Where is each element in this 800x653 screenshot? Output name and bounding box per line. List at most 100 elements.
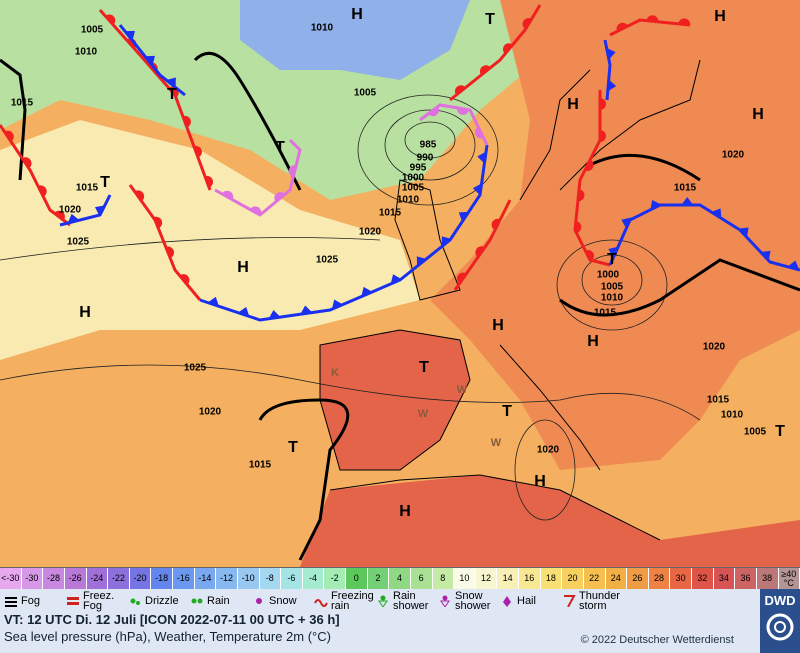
isobar-label: 1005	[601, 282, 624, 293]
pressure-center: T	[275, 139, 285, 156]
legend-icon	[67, 596, 79, 605]
cold-front-symbol	[361, 286, 373, 297]
warm-front-symbol	[38, 185, 47, 197]
occlusion-symbol	[249, 206, 262, 216]
scale-cell: 18	[540, 568, 563, 589]
copyright: © 2022 Deutscher Wetterdienst	[580, 634, 734, 646]
isobar-label: 1020	[359, 227, 382, 238]
cold-front-symbol	[300, 305, 313, 315]
pressure-center: T	[607, 251, 617, 268]
warm-front-symbol	[193, 145, 202, 158]
scale-cell: 36	[735, 568, 757, 589]
pressure-center: H	[714, 8, 726, 25]
legend-item: Freezing rain	[310, 589, 374, 612]
cold-front-symbol	[681, 197, 694, 205]
isobar-label: 1015	[379, 208, 402, 219]
pressure-center: T	[288, 439, 298, 456]
legend-icon	[5, 596, 17, 607]
isobar-label: 985	[420, 140, 437, 151]
isobar-label: 1020	[722, 150, 745, 161]
legend-icon	[503, 595, 511, 607]
scale-cell: -26	[64, 568, 87, 589]
legend-item: Drizzle	[124, 589, 186, 612]
cold-front-symbol	[787, 260, 800, 270]
isobar-label: 1015	[674, 183, 697, 194]
logo: DWD	[760, 589, 800, 653]
scale-cell: 34	[713, 568, 736, 589]
legend-item: Thunder storm	[558, 589, 620, 612]
isobar-label: 1010	[721, 410, 744, 421]
warm-front-symbol	[165, 246, 174, 259]
isobar-label: 1020	[59, 205, 82, 216]
pressure-center: H	[752, 106, 764, 123]
warm-front-symbol	[457, 272, 467, 284]
isobar-label: 1025	[67, 237, 90, 248]
temperature-scale: <-30 -30 -28 -26 -24 -22 -20 -18 -16 -14 -12 -10 -8-…	[0, 567, 800, 589]
warm-front-symbol	[54, 210, 65, 221]
isobar-label: 1000	[597, 270, 620, 281]
legend-label: Drizzle	[145, 594, 179, 607]
cold-front-symbol	[738, 227, 749, 238]
isobar-label: 1010	[311, 23, 334, 34]
scale-cell: 28	[648, 568, 671, 589]
cold-front-symbol	[650, 199, 662, 210]
cold-front-symbol	[331, 299, 343, 310]
cold-front-symbol	[67, 213, 80, 224]
legend: Fog Freez. Fog Drizzle Rain Snow Freezing rai…	[0, 589, 760, 612]
occlusion-symbol	[288, 165, 297, 177]
isobar-label: 1015	[11, 98, 34, 109]
warm-front-symbol	[600, 98, 606, 110]
cold-front-symbol	[621, 217, 632, 229]
warm-front-symbol	[616, 22, 628, 32]
pressure-center: T	[485, 11, 495, 28]
isobar-label: 1020	[537, 445, 560, 456]
front-line	[453, 199, 512, 291]
cold-front-symbol	[608, 246, 619, 258]
scale-cell: 0	[346, 568, 368, 589]
pressure-center: H	[567, 96, 579, 113]
scale-cell: -4	[302, 568, 325, 589]
warm-front-symbol	[182, 115, 191, 128]
logo-text: DWD	[764, 593, 796, 608]
cold-front-symbol	[607, 79, 617, 92]
isobar-label: 1015	[594, 308, 617, 319]
scale-cell: -20	[129, 568, 152, 589]
scale-cell: <-30	[0, 568, 22, 589]
pressure-center: H	[492, 317, 504, 334]
occlusion-symbol	[457, 107, 469, 115]
legend-label: Rain	[207, 594, 230, 607]
scale-cell: 16	[519, 568, 541, 589]
cold-front-symbol	[94, 205, 105, 217]
scale-cell: -30	[21, 568, 44, 589]
warm-front-symbol	[491, 218, 501, 231]
scale-cell: -22	[108, 568, 130, 589]
cold-front-symbol	[268, 309, 281, 319]
occlusion-symbol	[474, 127, 484, 139]
scale-cell: 4	[389, 568, 411, 589]
cold-front-symbol	[166, 77, 176, 88]
warm-front-symbol	[600, 130, 606, 142]
cold-front-symbol	[458, 211, 469, 222]
legend-label: Thunder storm	[579, 589, 620, 612]
scale-cell: -24	[86, 568, 109, 589]
warm-front-symbol	[646, 15, 659, 22]
cold-front-symbol	[711, 208, 722, 219]
cold-front-symbol	[477, 151, 487, 164]
pressure-center: W	[491, 437, 502, 449]
legend-item: Rain	[186, 589, 248, 612]
pressure-center: H	[587, 333, 599, 350]
isobar-label: 1005	[81, 25, 104, 36]
scale-cell: 10	[454, 568, 476, 589]
mild-area	[0, 120, 420, 360]
scale-cell: -10	[237, 568, 260, 589]
isobar-label: 1010	[397, 195, 420, 206]
cold-front-symbol	[416, 256, 427, 267]
legend-icon	[130, 598, 140, 605]
front-line	[128, 184, 202, 301]
pressure-center: T	[167, 86, 177, 103]
scale-cell: 26	[627, 568, 649, 589]
pressure-center: T	[775, 423, 785, 440]
scale-cell: 8	[432, 568, 455, 589]
warm-front-symbol	[574, 221, 582, 234]
